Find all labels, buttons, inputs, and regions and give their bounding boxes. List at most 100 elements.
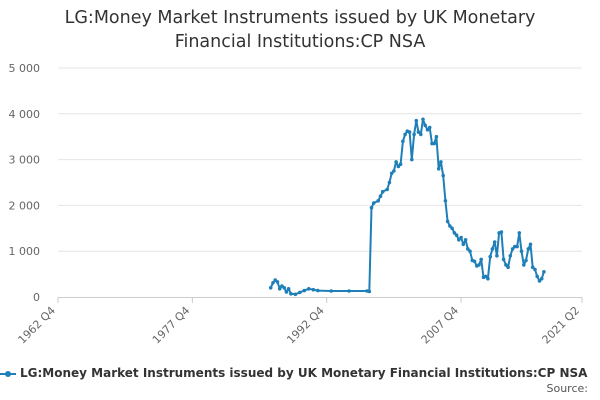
data-point[interactable] — [275, 280, 280, 284]
data-point[interactable] — [311, 287, 316, 292]
data-point[interactable] — [539, 276, 544, 281]
data-point[interactable] — [416, 130, 421, 134]
data-point[interactable] — [457, 238, 461, 242]
data-point[interactable] — [407, 130, 412, 134]
data-point[interactable] — [425, 128, 430, 132]
data-point[interactable] — [441, 173, 446, 178]
data-point[interactable] — [499, 230, 504, 234]
data-point[interactable] — [403, 132, 407, 137]
data-point[interactable] — [293, 292, 298, 297]
data-point[interactable] — [459, 235, 463, 240]
data-point[interactable] — [396, 164, 401, 169]
data-point[interactable] — [432, 141, 437, 146]
data-point[interactable] — [414, 118, 419, 123]
data-point[interactable] — [307, 287, 311, 291]
data-point[interactable] — [434, 134, 439, 139]
data-point[interactable] — [419, 132, 423, 137]
data-point[interactable] — [479, 257, 484, 262]
data-point[interactable] — [284, 290, 289, 294]
x-tick-label: 1962 Q4 — [16, 304, 59, 347]
data-point[interactable] — [466, 247, 470, 251]
data-point[interactable] — [454, 233, 459, 237]
data-point[interactable] — [286, 287, 291, 291]
data-point[interactable] — [515, 244, 519, 249]
data-point[interactable] — [445, 219, 450, 224]
data-point[interactable] — [472, 259, 477, 264]
y-tick-label: 1 000 — [9, 245, 41, 258]
data-point[interactable] — [486, 276, 490, 281]
data-point[interactable] — [508, 254, 513, 258]
data-point[interactable] — [443, 199, 448, 203]
data-point[interactable] — [461, 242, 466, 247]
data-point[interactable] — [483, 274, 488, 279]
data-point[interactable] — [371, 201, 376, 205]
data-point[interactable] — [448, 224, 452, 228]
data-point[interactable] — [524, 258, 528, 263]
data-point[interactable] — [492, 240, 497, 244]
x-tick-label: 2021 Q2 — [540, 304, 583, 347]
data-point[interactable] — [542, 270, 546, 274]
data-point[interactable] — [421, 117, 425, 122]
data-point[interactable] — [289, 292, 293, 296]
data-point[interactable] — [268, 286, 273, 290]
x-axis: 1962 Q4 1977 Q4 1992 Q4 2007 Q4 2021 Q2 — [16, 297, 583, 346]
data-point[interactable] — [526, 247, 531, 251]
data-point[interactable] — [477, 263, 481, 267]
data-point[interactable] — [392, 169, 396, 173]
data-point[interactable] — [387, 180, 392, 185]
y-tick-label: 3 000 — [9, 154, 41, 167]
y-tick-label: 4 000 — [9, 108, 41, 121]
data-point[interactable] — [463, 238, 468, 242]
data-point[interactable] — [389, 171, 394, 176]
data-point[interactable] — [412, 132, 416, 137]
data-point[interactable] — [347, 289, 351, 293]
data-point[interactable] — [376, 199, 381, 203]
data-point[interactable] — [427, 125, 432, 130]
data-point[interactable] — [501, 257, 506, 262]
data-point[interactable] — [410, 157, 414, 162]
data-point[interactable] — [394, 160, 398, 164]
data-point[interactable] — [329, 289, 334, 293]
data-point[interactable] — [452, 231, 457, 235]
data-point[interactable] — [380, 189, 385, 194]
data-point[interactable] — [367, 289, 372, 294]
data-point[interactable] — [316, 288, 320, 293]
data-point[interactable] — [504, 263, 508, 267]
data-point[interactable] — [282, 286, 287, 290]
data-point[interactable] — [530, 265, 535, 270]
data-point[interactable] — [528, 242, 533, 247]
x-tick-label: 1977 Q4 — [150, 304, 193, 347]
data-point[interactable] — [271, 281, 275, 285]
y-axis-ticks: 0 1 000 2 000 3 000 4 000 5 000 — [9, 62, 41, 304]
data-point[interactable] — [298, 290, 302, 295]
data-point[interactable] — [506, 265, 510, 270]
legend-label: LG:Money Market Instruments issued by UK… — [20, 366, 588, 380]
data-point[interactable] — [537, 279, 542, 283]
gridlines — [58, 67, 582, 252]
data-point[interactable] — [385, 187, 390, 192]
legend[interactable]: LG:Money Market Instruments issued by UK… — [0, 366, 587, 382]
data-point[interactable] — [517, 231, 522, 235]
data-point[interactable] — [439, 160, 443, 164]
data-point[interactable] — [533, 267, 537, 272]
data-point[interactable] — [378, 194, 383, 198]
data-point[interactable] — [490, 247, 495, 251]
y-tick-label: 0 — [33, 291, 40, 304]
data-point[interactable] — [401, 139, 405, 144]
data-point[interactable] — [468, 249, 472, 253]
data-point[interactable] — [436, 167, 441, 171]
data-point[interactable] — [522, 263, 526, 267]
data-point[interactable] — [519, 249, 524, 253]
data-point[interactable] — [535, 274, 539, 279]
series-line[interactable] — [269, 118, 545, 296]
y-tick-label: 2 000 — [9, 199, 41, 212]
data-point[interactable] — [423, 123, 428, 128]
data-point[interactable] — [510, 247, 515, 251]
data-point[interactable] — [488, 254, 493, 259]
data-point[interactable] — [450, 226, 454, 231]
data-point[interactable] — [398, 162, 403, 166]
data-point[interactable] — [277, 287, 282, 291]
data-point[interactable] — [369, 205, 374, 210]
data-point[interactable] — [495, 254, 499, 258]
data-point[interactable] — [302, 288, 307, 293]
